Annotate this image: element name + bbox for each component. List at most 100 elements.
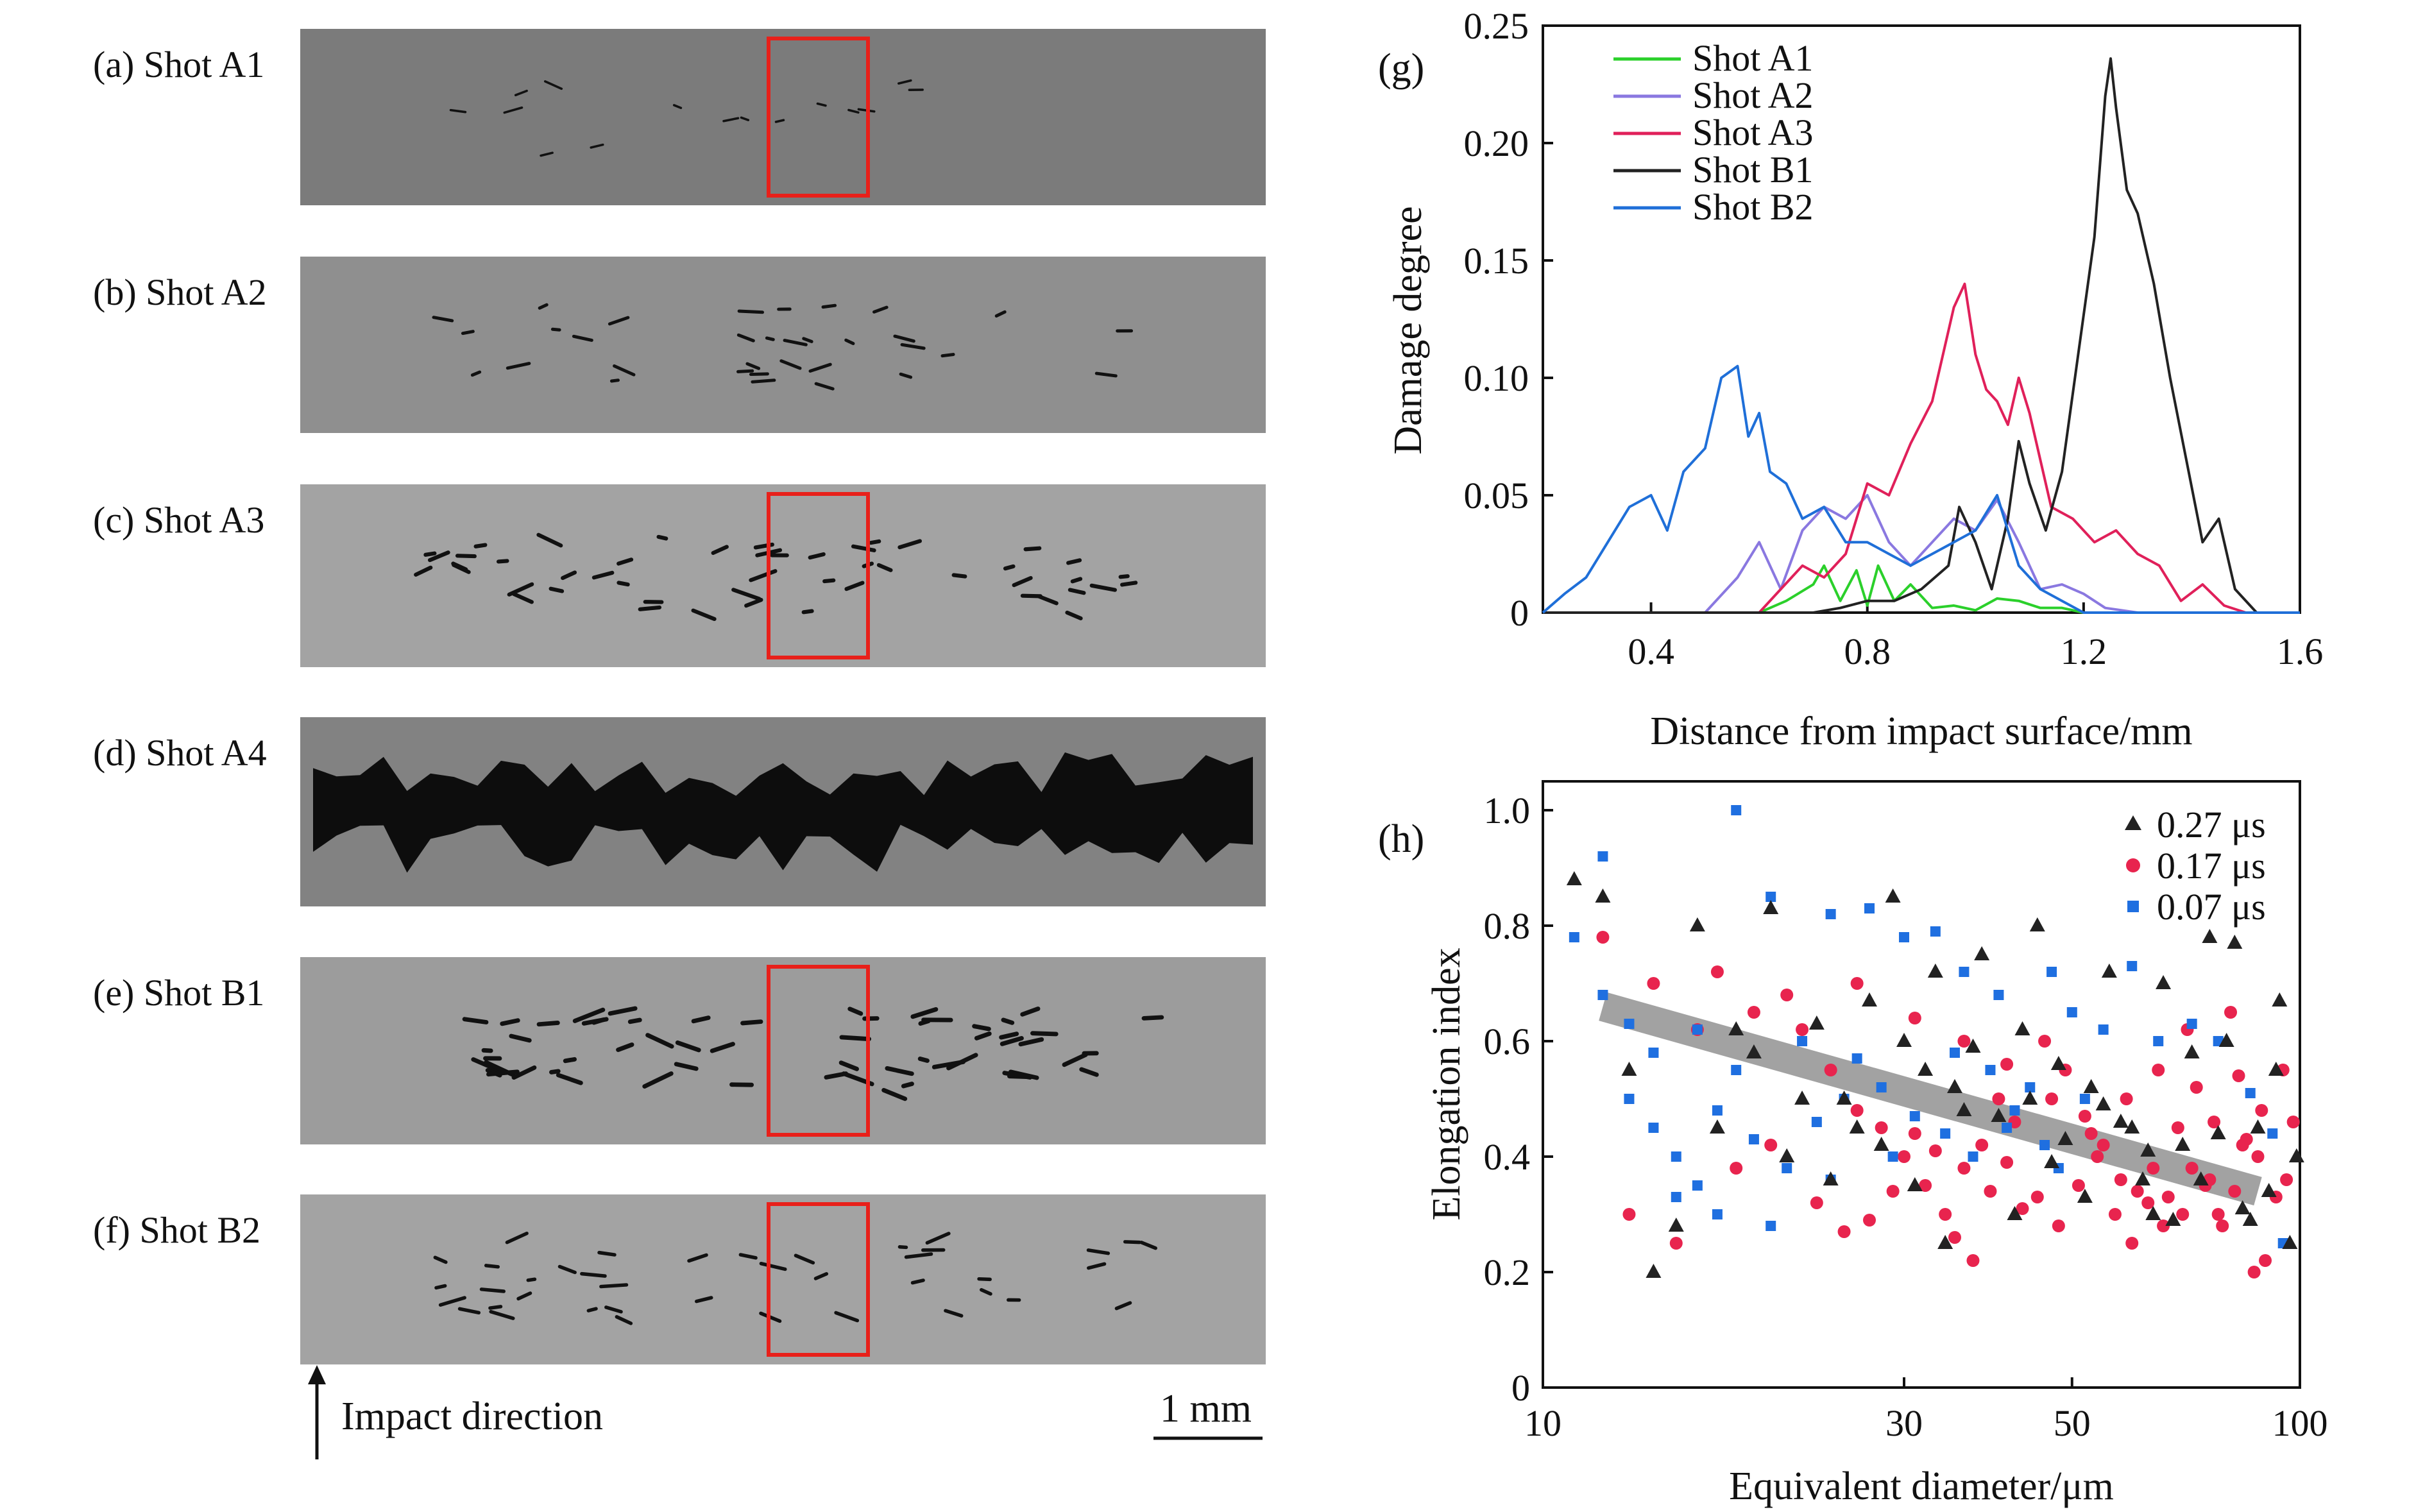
crack-mark — [1087, 1262, 1107, 1270]
crack-mark — [543, 80, 563, 90]
crack-mark — [457, 1307, 481, 1315]
point-027us — [2145, 1206, 2161, 1220]
point-007us — [2098, 1024, 2109, 1035]
point-017us — [2016, 1202, 2029, 1215]
crack-mark — [694, 1296, 713, 1304]
point-027us — [2044, 1154, 2060, 1168]
crack-mark — [844, 338, 855, 346]
scale-bar-label: 1 mm — [1160, 1387, 1252, 1431]
crack-mark — [1114, 1301, 1132, 1311]
point-017us — [1747, 1006, 1760, 1019]
point-017us — [1908, 1012, 1921, 1024]
point-017us — [1764, 1139, 1778, 1151]
crack-mark — [432, 316, 454, 323]
crack-mark — [1062, 1052, 1088, 1067]
crack-mark — [917, 1057, 930, 1063]
point-017us — [1928, 1144, 1942, 1157]
crack-mark — [872, 305, 889, 314]
y-tick-label: 0.8 — [1484, 905, 1531, 947]
point-007us — [1624, 1019, 1635, 1029]
crack-mark — [808, 362, 832, 373]
crack-mark — [674, 1062, 699, 1071]
point-007us — [1909, 1111, 1920, 1121]
point-017us — [2108, 1208, 2122, 1221]
panel-label: (e) Shot B1 — [93, 972, 264, 1014]
crack-mark — [486, 1069, 520, 1077]
crack-mark — [536, 1021, 560, 1027]
point-007us — [1968, 1151, 1978, 1162]
point-017us — [1908, 1127, 1921, 1140]
point-007us — [1624, 1094, 1635, 1104]
point-027us — [1779, 1148, 1795, 1162]
point-017us — [2176, 1208, 2190, 1221]
x-tick-label: 10 — [1524, 1402, 1561, 1444]
crack-mark — [438, 1296, 466, 1307]
crack-mark — [586, 1307, 598, 1312]
crack-mark — [1000, 1036, 1024, 1046]
point-027us — [1885, 888, 1901, 903]
point-007us — [1887, 1151, 1898, 1162]
damage-band — [313, 752, 1253, 873]
point-027us — [1836, 1091, 1852, 1105]
crack-mark — [506, 362, 531, 370]
point-007us — [1825, 909, 1836, 919]
crack-mark — [590, 143, 604, 149]
point-027us — [1595, 888, 1611, 903]
legend-label: Shot A2 — [1692, 74, 1814, 116]
point-017us — [2157, 1219, 2170, 1232]
point-017us — [1824, 1064, 1837, 1076]
crack-mark — [1070, 577, 1083, 584]
point-027us — [2101, 964, 2117, 978]
crack-mark — [591, 570, 615, 580]
point-007us — [1985, 1065, 1996, 1075]
crack-mark — [994, 310, 1007, 318]
crack-mark — [1068, 588, 1086, 595]
point-017us — [1957, 1035, 1971, 1048]
point-027us — [2022, 1091, 2038, 1105]
crack-mark — [1020, 1007, 1041, 1017]
point-017us — [1919, 1179, 1932, 1192]
point-017us — [1780, 989, 1794, 1001]
point-017us — [1710, 965, 1724, 978]
point-017us — [1898, 1150, 1911, 1163]
point-017us — [2147, 1162, 2160, 1175]
point-007us — [1851, 1053, 1862, 1064]
crack-mark — [1066, 558, 1082, 565]
crack-mark — [1018, 1037, 1044, 1047]
crack-mark — [899, 372, 913, 379]
point-027us — [2242, 1212, 2258, 1226]
point-027us — [1927, 964, 1943, 978]
crack-mark — [580, 1271, 607, 1278]
point-017us — [2240, 1133, 2253, 1146]
crack-mark — [414, 565, 433, 577]
crack-mark — [740, 116, 750, 121]
crack-mark — [433, 1255, 448, 1264]
x-tick-label: 100 — [2272, 1402, 2328, 1444]
crack-mark — [536, 532, 563, 548]
series-line-a3 — [1543, 282, 2300, 614]
crack-mark — [759, 1261, 787, 1271]
crack-mark — [824, 1071, 849, 1080]
legend-label: Shot A3 — [1692, 112, 1814, 153]
crack-mark — [687, 1253, 708, 1263]
point-017us — [2228, 1185, 2242, 1198]
point-027us — [2218, 1033, 2234, 1047]
point-007us — [1899, 932, 1910, 942]
point-027us — [1728, 1021, 1744, 1035]
point-017us — [1730, 1162, 1743, 1175]
crack-mark — [802, 337, 813, 343]
legend-label: Shot A1 — [1692, 37, 1814, 79]
crack-mark — [774, 119, 785, 123]
crack-mark — [608, 1006, 638, 1016]
y-tick-label: 0.4 — [1484, 1136, 1531, 1178]
crack-mark — [488, 1305, 503, 1310]
point-017us — [2038, 1035, 2052, 1048]
panel-label: (c) Shot A3 — [93, 499, 264, 541]
point-017us — [2045, 1092, 2059, 1105]
point-007us — [1671, 1151, 1681, 1162]
crack-mark — [473, 543, 488, 548]
y-tick-label: 0 — [1511, 1367, 1530, 1409]
point-017us — [1863, 1214, 1876, 1227]
crack-mark — [516, 1291, 532, 1301]
point-017us — [2091, 1150, 2104, 1163]
